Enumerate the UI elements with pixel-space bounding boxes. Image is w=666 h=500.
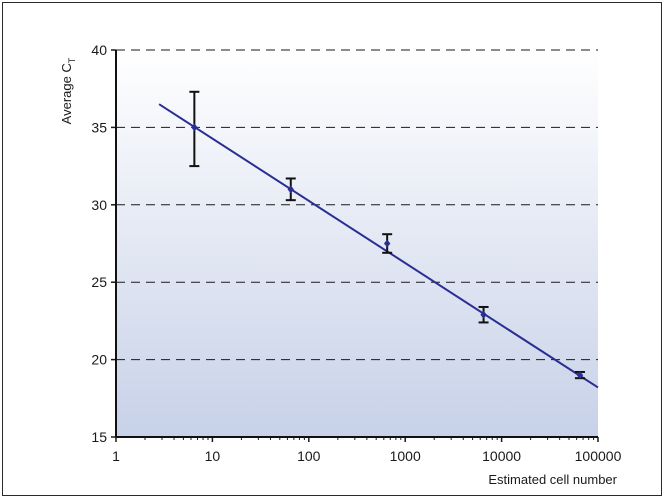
data-point-2 bbox=[287, 185, 294, 194]
data-marks bbox=[158, 90, 599, 389]
x-tick-label-100000: 100000 bbox=[575, 448, 622, 464]
y-tick-label-40: 40 bbox=[91, 42, 107, 58]
y-tick-label-25: 25 bbox=[91, 274, 107, 290]
data-point-3 bbox=[383, 239, 391, 248]
plot-area bbox=[116, 50, 598, 437]
x-tick-label-1000: 1000 bbox=[390, 448, 421, 464]
trend-line bbox=[158, 103, 599, 389]
y-tick-label-35: 35 bbox=[91, 119, 107, 135]
x-tick-label-1: 1 bbox=[112, 448, 120, 464]
data-point-1 bbox=[191, 123, 198, 132]
axes bbox=[111, 49, 599, 442]
data-point-5 bbox=[576, 371, 584, 380]
x-tick-label-100: 100 bbox=[297, 448, 321, 464]
tick-labels: 15 20 25 30 35 40 1 10 100 1000 10000 100000 bbox=[91, 42, 621, 464]
y-axis-label-subscript: T bbox=[67, 57, 77, 63]
x-tick-label-10: 10 bbox=[205, 448, 221, 464]
x-axis-label: Estimated cell number bbox=[488, 472, 617, 487]
y-axis-label-main: Average C bbox=[59, 63, 74, 124]
y-tick-label-30: 30 bbox=[91, 197, 107, 213]
x-tick-label-10000: 10000 bbox=[482, 448, 521, 464]
data-point-4 bbox=[480, 310, 487, 319]
y-tick-label-15: 15 bbox=[91, 429, 107, 445]
y-axis-label: Average CT bbox=[59, 57, 77, 124]
y-tick-label-20: 20 bbox=[91, 352, 107, 368]
